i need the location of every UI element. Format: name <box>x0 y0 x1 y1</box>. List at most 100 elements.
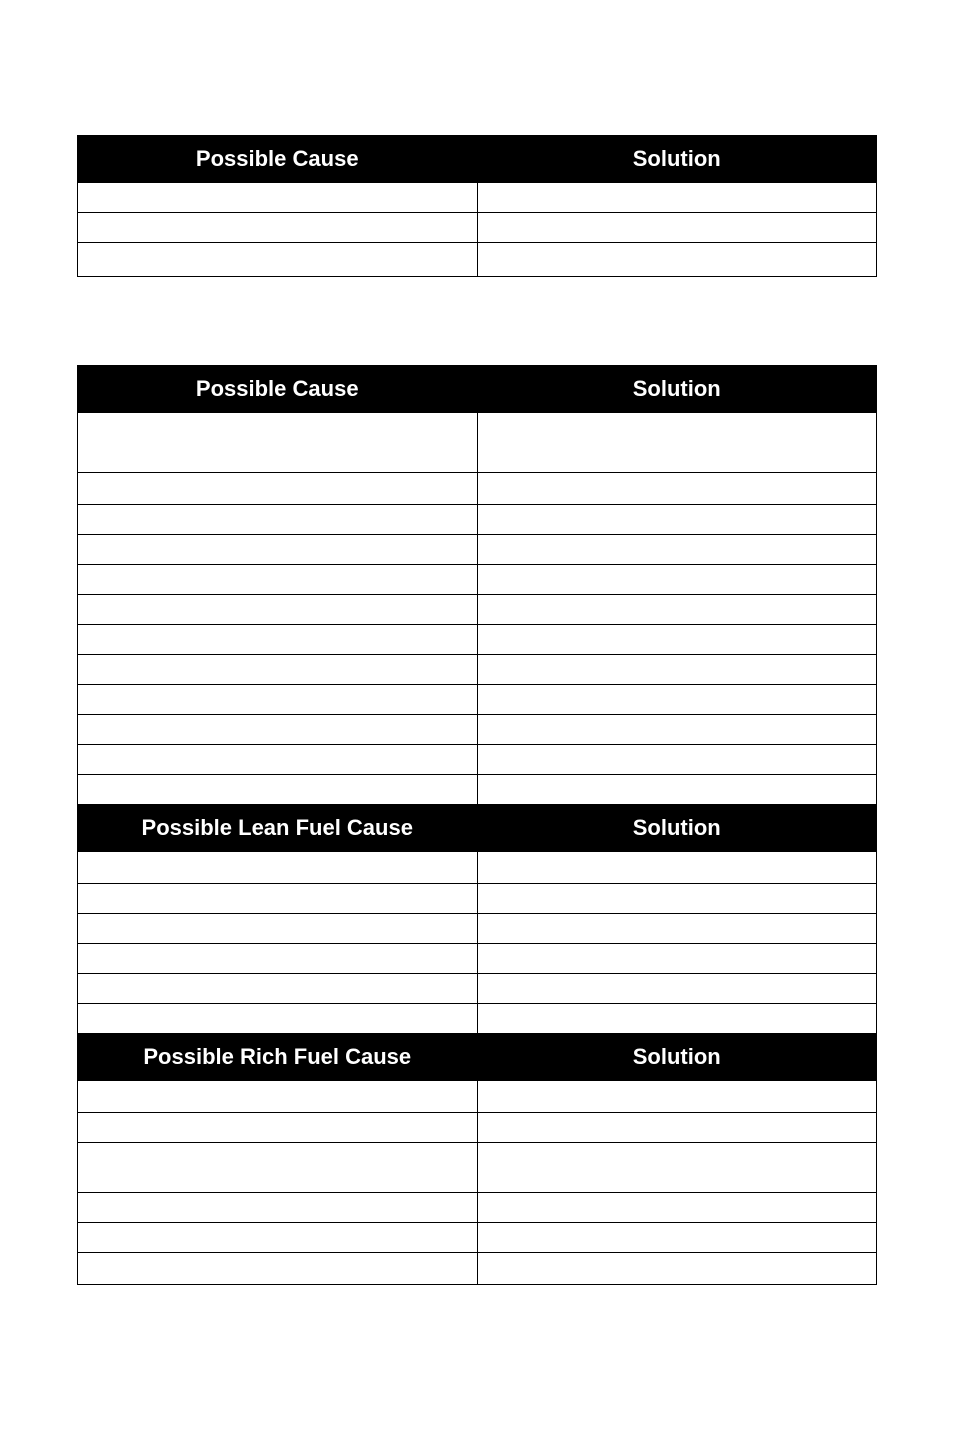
table-cell <box>78 413 478 473</box>
table-cell <box>477 1193 877 1223</box>
table-cell <box>78 775 478 805</box>
table-2-body-1 <box>78 413 877 805</box>
table-cell <box>477 1223 877 1253</box>
table-2-body-2 <box>78 852 877 1034</box>
table-2-header-solution-2: Solution <box>477 805 877 852</box>
table-row <box>78 535 877 565</box>
table-row <box>78 944 877 974</box>
table-row <box>78 1223 877 1253</box>
table-cell <box>78 243 478 277</box>
table-row <box>78 775 877 805</box>
table-cell <box>78 974 478 1004</box>
table-cell <box>477 183 877 213</box>
table-cell <box>78 745 478 775</box>
table-cell <box>477 1143 877 1193</box>
table-1-header-row: Possible Cause Solution <box>78 136 877 183</box>
table-row <box>78 974 877 1004</box>
table-row <box>78 852 877 884</box>
table-2-header-row-1: Possible Cause Solution <box>78 366 877 413</box>
table-row <box>78 1143 877 1193</box>
table-cell <box>78 625 478 655</box>
table-cell <box>78 1253 478 1285</box>
table-row <box>78 595 877 625</box>
table-cell <box>477 1113 877 1143</box>
table-cell <box>477 505 877 535</box>
table-2-header-solution-1: Solution <box>477 366 877 413</box>
table-cell <box>78 565 478 595</box>
table-cell <box>78 914 478 944</box>
table-cell <box>78 213 478 243</box>
table-cell <box>477 655 877 685</box>
table-cell <box>477 775 877 805</box>
table-cell <box>477 213 877 243</box>
table-cell <box>477 1253 877 1285</box>
table-cell <box>78 1004 478 1034</box>
table-row <box>78 914 877 944</box>
table-row <box>78 715 877 745</box>
table-2-header-lean-cause: Possible Lean Fuel Cause <box>78 805 478 852</box>
table-2: Possible Cause Solution Possible Lean Fu… <box>77 365 877 1285</box>
table-row <box>78 1113 877 1143</box>
table-1-container: Possible Cause Solution <box>77 135 877 277</box>
table-cell <box>477 243 877 277</box>
table-row <box>78 1253 877 1285</box>
table-cell <box>477 1081 877 1113</box>
table-1-header-cause: Possible Cause <box>78 136 478 183</box>
table-cell <box>78 1081 478 1113</box>
table-cell <box>78 655 478 685</box>
table-2-header-row-2: Possible Lean Fuel Cause Solution <box>78 805 877 852</box>
table-row <box>78 473 877 505</box>
table-cell <box>477 715 877 745</box>
table-1-header-solution: Solution <box>477 136 877 183</box>
table-cell <box>477 1004 877 1034</box>
table-row <box>78 685 877 715</box>
table-cell <box>78 852 478 884</box>
table-row <box>78 213 877 243</box>
table-2-body-3 <box>78 1081 877 1285</box>
table-cell <box>477 625 877 655</box>
table-row <box>78 413 877 473</box>
table-row <box>78 565 877 595</box>
table-cell <box>78 1223 478 1253</box>
table-2-container: Possible Cause Solution Possible Lean Fu… <box>77 365 877 1285</box>
table-cell <box>477 974 877 1004</box>
table-cell <box>78 183 478 213</box>
table-cell <box>477 914 877 944</box>
table-cell <box>477 685 877 715</box>
table-1-body <box>78 183 877 277</box>
table-cell <box>78 715 478 745</box>
table-2-header-cause-1: Possible Cause <box>78 366 478 413</box>
table-cell <box>477 595 877 625</box>
table-cell <box>78 535 478 565</box>
table-row <box>78 1081 877 1113</box>
table-cell <box>78 595 478 625</box>
table-row <box>78 505 877 535</box>
table-cell <box>78 1113 478 1143</box>
table-row <box>78 884 877 914</box>
table-cell <box>477 745 877 775</box>
table-cell <box>477 535 877 565</box>
table-cell <box>78 1143 478 1193</box>
table-cell <box>78 685 478 715</box>
table-cell <box>78 505 478 535</box>
table-2-header-rich-cause: Possible Rich Fuel Cause <box>78 1034 478 1081</box>
table-cell <box>78 473 478 505</box>
table-row <box>78 183 877 213</box>
table-cell <box>477 944 877 974</box>
table-cell <box>477 565 877 595</box>
table-cell <box>477 884 877 914</box>
table-2-header-row-3: Possible Rich Fuel Cause Solution <box>78 1034 877 1081</box>
table-cell <box>78 884 478 914</box>
table-row <box>78 625 877 655</box>
table-1: Possible Cause Solution <box>77 135 877 277</box>
table-cell <box>477 852 877 884</box>
table-cell <box>78 944 478 974</box>
table-row <box>78 655 877 685</box>
table-cell <box>477 473 877 505</box>
table-2-header-solution-3: Solution <box>477 1034 877 1081</box>
table-row <box>78 745 877 775</box>
table-cell <box>78 1193 478 1223</box>
table-row <box>78 243 877 277</box>
table-row <box>78 1193 877 1223</box>
table-cell <box>477 413 877 473</box>
